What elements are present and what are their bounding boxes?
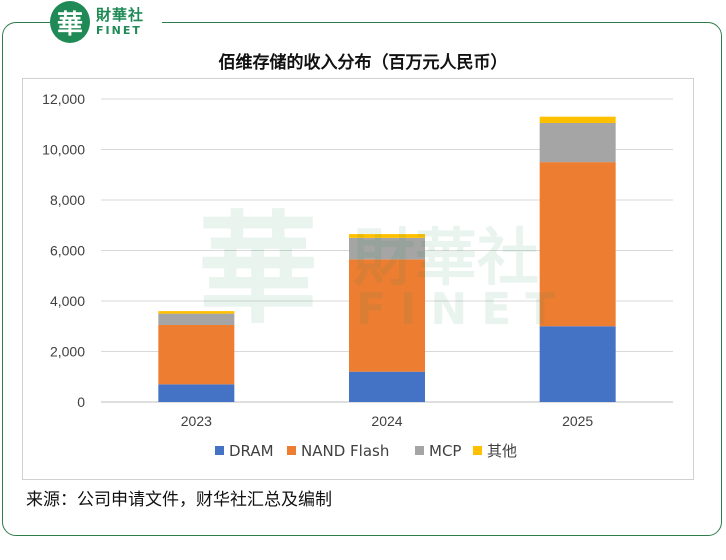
source-note: 来源：公司申请文件，财华社汇总及编制: [26, 490, 332, 510]
y-tick-label: 8,000: [50, 192, 85, 208]
y-tick-label: 0: [77, 394, 85, 410]
chart-svg: 0 2,000 4,000 6,000 8,000 10,000 12,000 2023 202…: [42, 91, 673, 460]
bar-segment-其他: [539, 116, 616, 123]
watermark-en: FINET: [356, 284, 569, 335]
legend-label: MCP: [429, 442, 461, 460]
watermark-name: 財華社: [353, 221, 539, 294]
bar-segment-其他: [158, 311, 235, 314]
bar-segment-dram: [158, 384, 235, 402]
logo-icon: 華: [50, 1, 90, 43]
y-tick-label: 2,000: [50, 344, 85, 360]
y-tick-label: 4,000: [50, 293, 85, 309]
legend-swatch: [473, 446, 482, 455]
bar-segment-dram: [349, 371, 425, 402]
legend-swatch: [287, 446, 296, 455]
legend-label: NAND Flash: [301, 442, 389, 460]
y-tick-label: 6,000: [50, 243, 85, 259]
outer-frame: [2, 22, 722, 536]
x-tick-label: 2025: [562, 413, 593, 429]
legend-swatch: [215, 446, 224, 455]
chart-title: 佰维存储的收入分布（百万元人民币）: [218, 53, 508, 73]
brand-logo: 華 財華社 FINET: [50, 0, 162, 44]
y-tick-label: 10,000: [42, 142, 85, 158]
bar-segment-nand-flash: [158, 324, 235, 385]
chart-area: 0 2,000 4,000 6,000 8,000 10,000 12,000 2023 202…: [22, 78, 694, 480]
bar-segment-mcp: [349, 237, 425, 260]
y-tick-label: 12,000: [42, 91, 85, 107]
bar-segment-mcp: [158, 313, 235, 325]
bar-segment-mcp: [539, 122, 616, 163]
legend-swatch: [415, 446, 424, 455]
x-tick-label: 2024: [371, 413, 402, 429]
legend-label: 其他: [487, 442, 517, 460]
bar-segment-dram: [539, 326, 616, 402]
watermark-mark: 華: [198, 199, 318, 340]
bar-segment-其他: [349, 234, 425, 238]
logo-text: 財華社 FINET: [96, 6, 145, 37]
logo-name-en: FINET: [96, 24, 142, 37]
bar-segment-nand-flash: [539, 162, 616, 327]
legend-label: DRAM: [229, 442, 274, 460]
logo-name-cn: 財華社: [96, 6, 145, 24]
x-tick-label: 2023: [181, 413, 212, 429]
bar-segment-nand-flash: [349, 259, 425, 372]
